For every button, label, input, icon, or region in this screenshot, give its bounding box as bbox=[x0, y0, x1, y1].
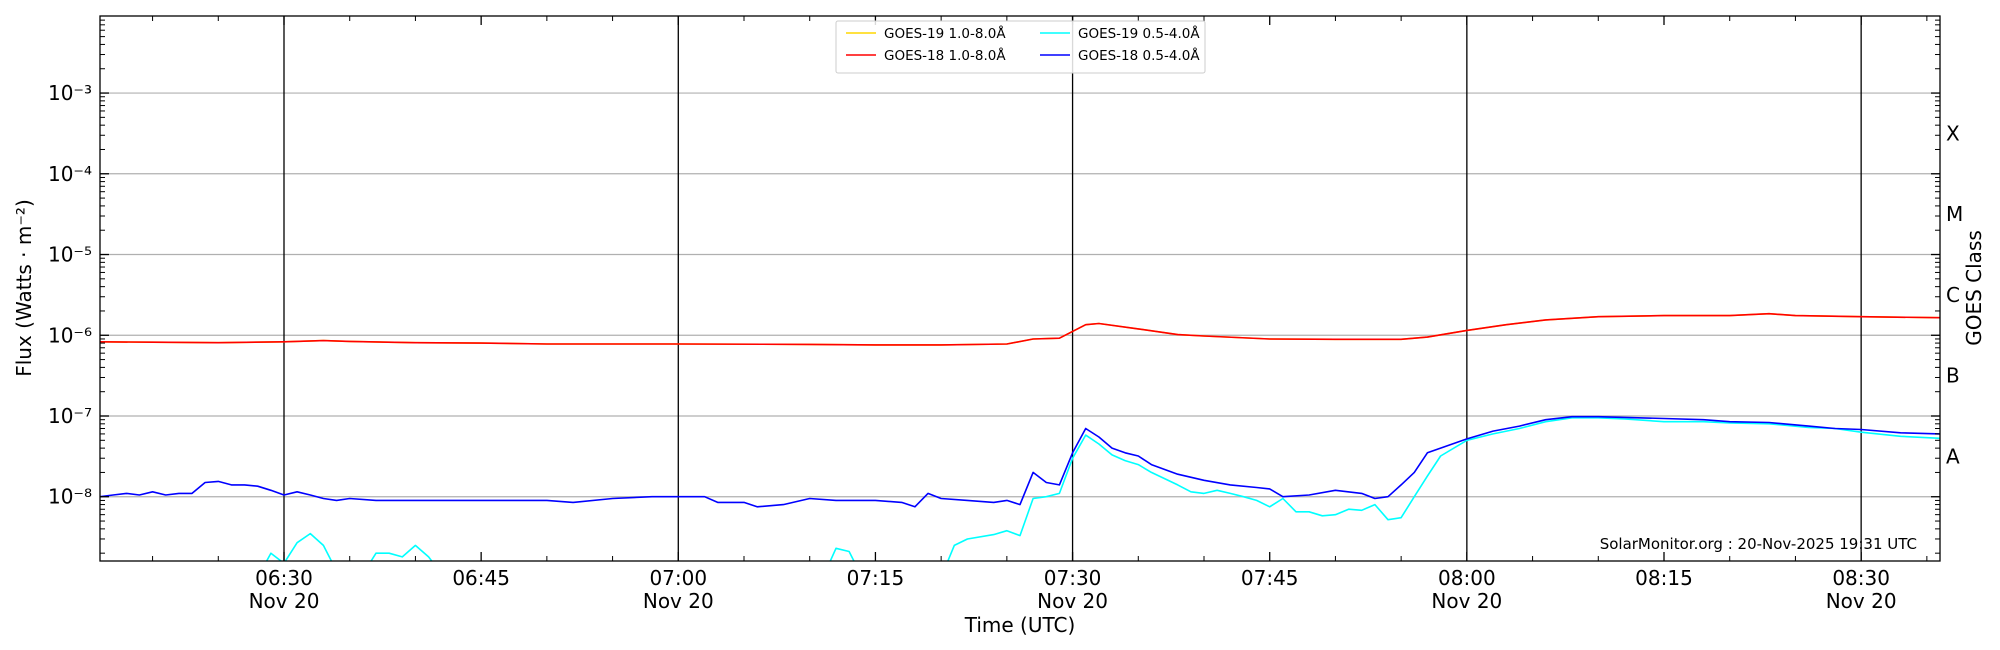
x-tick-date-label: Nov 20 bbox=[1431, 589, 1502, 613]
x-tick-date-label: Nov 20 bbox=[1037, 589, 1108, 613]
x-tick-label: 07:00 bbox=[649, 566, 707, 590]
y-tick-label: 10⁻⁵ bbox=[48, 243, 92, 267]
goes-class-c: C bbox=[1946, 283, 1960, 307]
series-line-3 bbox=[265, 417, 1940, 561]
x-tick-date-label: Nov 20 bbox=[249, 589, 320, 613]
y-tick-label: 10⁻⁸ bbox=[48, 485, 92, 509]
goes-class-x: X bbox=[1946, 121, 1960, 145]
legend-entry-label: GOES-19 0.5-4.0Å bbox=[1078, 25, 1200, 42]
y-axis-title: Flux (Watts · m⁻²) bbox=[12, 199, 36, 377]
x-tick-label: 08:15 bbox=[1635, 566, 1693, 590]
x-tick-label: 06:30 bbox=[255, 566, 313, 590]
y-tick-label: 10⁻⁶ bbox=[48, 323, 92, 347]
goes-class-a: A bbox=[1946, 444, 1960, 468]
right-axis-title: GOES Class bbox=[1962, 230, 1986, 346]
y-tick-label: 10⁻⁴ bbox=[48, 162, 92, 186]
x-tick-label: 08:00 bbox=[1438, 566, 1496, 590]
goes-class-b: B bbox=[1946, 364, 1960, 388]
series-lines bbox=[100, 312, 1940, 561]
x-tick-label: 06:45 bbox=[452, 566, 510, 590]
legend-entry-label: GOES-18 1.0-8.0Å bbox=[884, 47, 1006, 64]
x-tick-date-label: Nov 20 bbox=[643, 589, 714, 613]
series-line-2 bbox=[100, 312, 1940, 346]
goes-class-m: M bbox=[1946, 202, 1963, 226]
goes-class-labels: A B C M X bbox=[1946, 121, 1963, 468]
vertical-time-markers bbox=[283, 16, 1862, 561]
x-tick-date-label: Nov 20 bbox=[1826, 589, 1897, 613]
x-tick-label: 07:15 bbox=[847, 566, 905, 590]
gridlines bbox=[100, 92, 1940, 498]
credit-text: SolarMonitor.org : 20-Nov-2025 19:31 UTC bbox=[1600, 535, 1917, 553]
x-axis-title: Time (UTC) bbox=[964, 613, 1076, 637]
x-tick-label: 07:45 bbox=[1241, 566, 1299, 590]
legend-entry-label: GOES-19 1.0-8.0Å bbox=[884, 25, 1006, 42]
legend: GOES-19 1.0-8.0Å GOES-18 1.0-8.0Å GOES-19 … bbox=[835, 20, 1206, 74]
x-tick-label: 08:30 bbox=[1832, 566, 1890, 590]
y-tick-label: 10⁻⁷ bbox=[48, 404, 92, 428]
plot-frame bbox=[99, 15, 1941, 562]
x-tick-label: 07:30 bbox=[1044, 566, 1102, 590]
y-tick-label: 10⁻³ bbox=[48, 81, 92, 105]
legend-box bbox=[835, 20, 1206, 74]
y-axis-ticks: 10⁻⁸ 10⁻⁷ 10⁻⁶ 10⁻⁵ 10⁻⁴ 10⁻³ bbox=[48, 19, 1940, 554]
series-line-4 bbox=[100, 415, 1940, 508]
legend-entry-label: GOES-18 0.5-4.0Å bbox=[1078, 47, 1200, 64]
